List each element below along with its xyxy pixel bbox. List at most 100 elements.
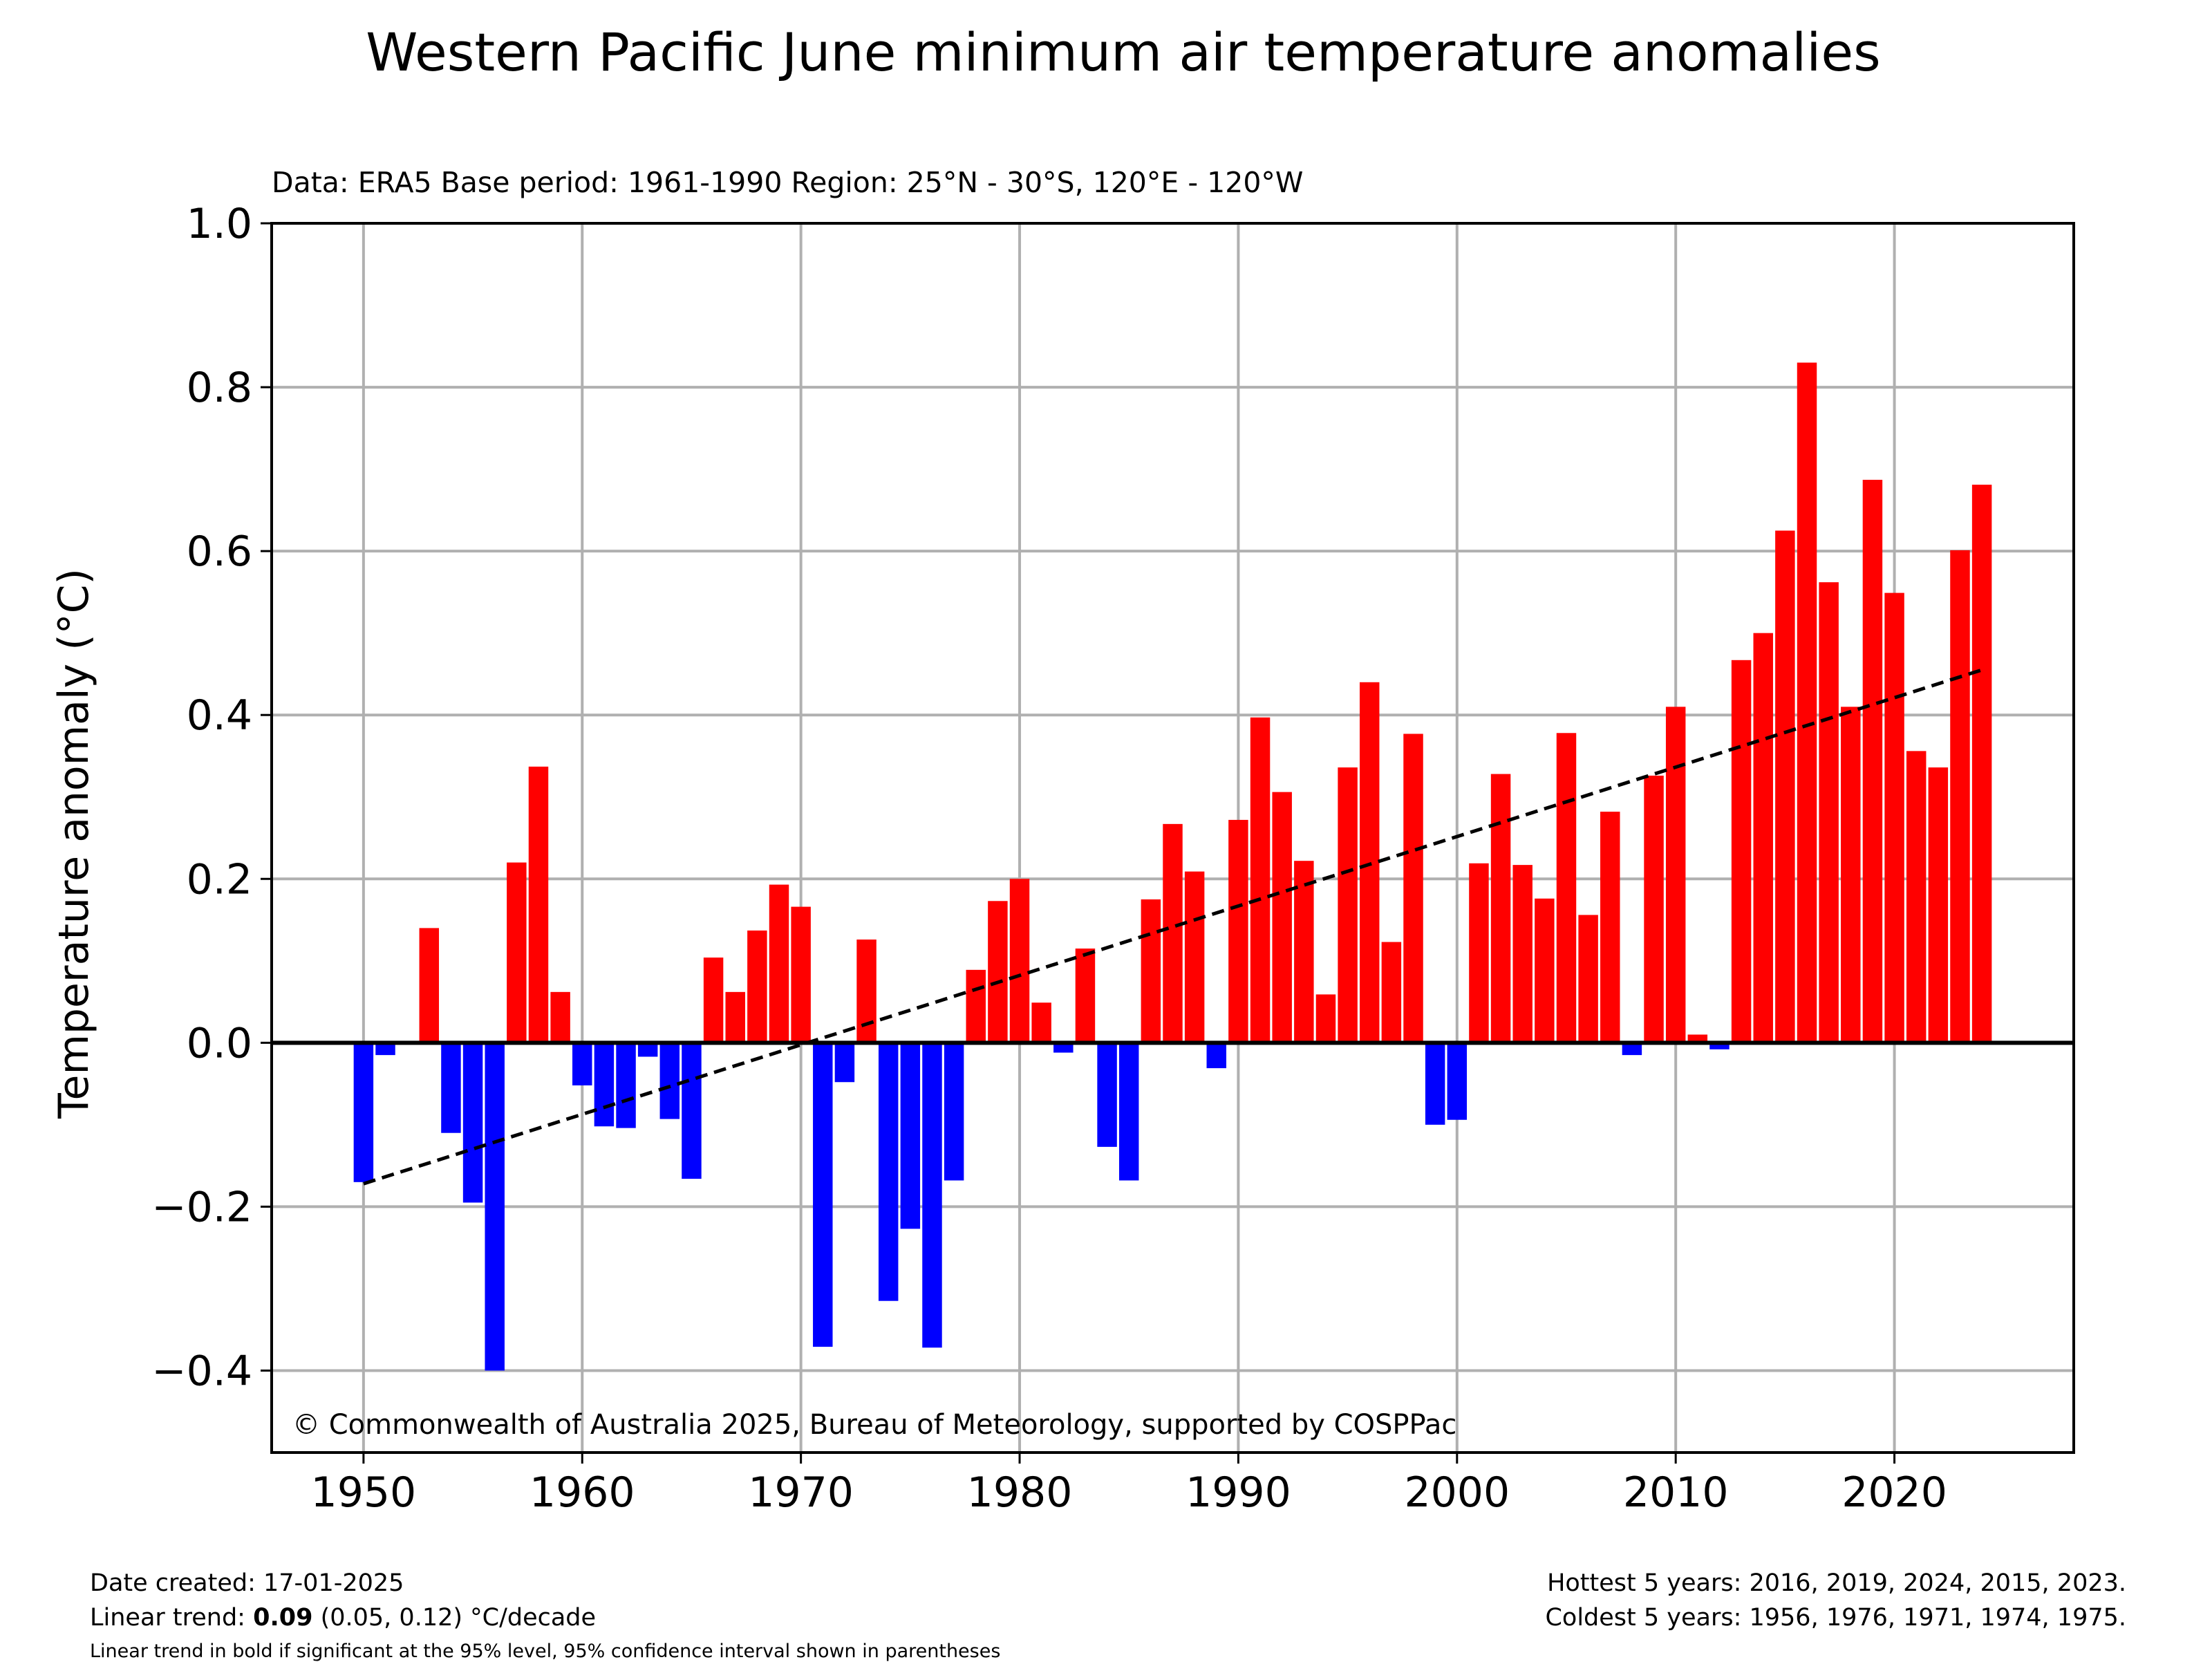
x-tick-label: 1960 bbox=[529, 1468, 635, 1517]
bar-1987 bbox=[1163, 823, 1183, 1043]
bar-1979 bbox=[988, 901, 1008, 1043]
bar-1953 bbox=[419, 928, 440, 1043]
bar-1983 bbox=[1075, 949, 1096, 1043]
bar-2013 bbox=[1731, 660, 1752, 1043]
bar-2008 bbox=[1622, 1043, 1642, 1056]
bar-2004 bbox=[1535, 898, 1555, 1043]
x-tick-label: 2020 bbox=[1841, 1468, 1947, 1517]
bar-1971 bbox=[813, 1043, 833, 1347]
bar-1951 bbox=[375, 1043, 395, 1056]
bar-1954 bbox=[441, 1043, 461, 1133]
bar-1998 bbox=[1403, 734, 1423, 1043]
bar-1989 bbox=[1206, 1043, 1227, 1069]
bar-2014 bbox=[1753, 633, 1773, 1043]
bar-2010 bbox=[1665, 707, 1686, 1043]
linear-trend: Linear trend: 0.09 (0.05, 0.12) °C/decad… bbox=[90, 1600, 596, 1635]
bar-1988 bbox=[1184, 871, 1205, 1043]
bar-2020 bbox=[1884, 592, 1904, 1043]
bar-1962 bbox=[616, 1043, 636, 1128]
bar-2002 bbox=[1490, 774, 1511, 1043]
bar-1977 bbox=[944, 1043, 964, 1181]
bar-2005 bbox=[1556, 733, 1577, 1043]
chart-title: Western Pacific June minimum air tempera… bbox=[366, 21, 1880, 83]
hottest-years-text: Hottest 5 years: 2016, 2019, 2024, 2015,… bbox=[1547, 1569, 2126, 1597]
bar-1965 bbox=[682, 1043, 702, 1179]
bar-1950 bbox=[353, 1043, 374, 1182]
linear-trend-value: 0.09 bbox=[253, 1604, 313, 1632]
bar-1973 bbox=[856, 939, 877, 1043]
bar-1955 bbox=[462, 1043, 483, 1203]
bar-2023 bbox=[1950, 550, 1970, 1043]
y-tick-label: 0.4 bbox=[187, 691, 252, 740]
coldest-years: Coldest 5 years: 1956, 1976, 1971, 1974,… bbox=[1545, 1600, 2126, 1635]
bar-1984 bbox=[1097, 1043, 1117, 1147]
linear-trend-prefix: Linear trend: bbox=[90, 1604, 254, 1632]
date-created-text: Date created: 17-01-2025 bbox=[90, 1569, 404, 1597]
bar-2012 bbox=[1709, 1043, 1730, 1049]
copyright-annotation: © Commonwealth of Australia 2025, Bureau… bbox=[292, 1409, 1456, 1441]
bar-1994 bbox=[1315, 994, 1336, 1043]
bar-1974 bbox=[878, 1043, 899, 1301]
trend-note: Linear trend in bold if significant at t… bbox=[90, 1641, 1000, 1662]
bar-1972 bbox=[834, 1043, 855, 1083]
y-tick-label: −0.2 bbox=[151, 1183, 252, 1231]
y-tick-label: −0.4 bbox=[151, 1347, 252, 1395]
bar-1959 bbox=[550, 991, 570, 1043]
bar-1968 bbox=[747, 930, 767, 1043]
bar-2015 bbox=[1775, 530, 1795, 1043]
x-tick-label: 1970 bbox=[748, 1468, 854, 1517]
y-axis: −0.4 −0.2 0.0 0.2 0.4 0.6 0.8 1.0 bbox=[151, 200, 272, 1395]
x-tick-label: 1980 bbox=[967, 1468, 1073, 1517]
bar-1991 bbox=[1250, 717, 1271, 1043]
plot-frame bbox=[270, 222, 2075, 1454]
y-axis-label: Temperature anomaly (°C) bbox=[50, 568, 98, 1119]
bar-1992 bbox=[1272, 792, 1292, 1043]
y-tick-label: 0.6 bbox=[187, 527, 252, 576]
bar-1963 bbox=[637, 1043, 658, 1057]
bar-1960 bbox=[572, 1043, 592, 1085]
bar-1975 bbox=[900, 1043, 921, 1229]
hottest-years: Hottest 5 years: 2016, 2019, 2024, 2015,… bbox=[1547, 1566, 2126, 1600]
bar-2011 bbox=[1687, 1034, 1708, 1043]
bar-2006 bbox=[1578, 915, 1598, 1043]
bars bbox=[353, 362, 1992, 1371]
bar-1980 bbox=[1009, 879, 1030, 1043]
y-tick-label: 0.8 bbox=[187, 364, 252, 412]
y-tick-label: 0.0 bbox=[187, 1019, 252, 1067]
bar-2001 bbox=[1469, 863, 1489, 1043]
x-tick-label: 1990 bbox=[1185, 1468, 1291, 1517]
bar-2021 bbox=[1906, 751, 1927, 1043]
bar-1997 bbox=[1381, 942, 1402, 1043]
x-tick-label: 2010 bbox=[1623, 1468, 1729, 1517]
x-axis: 1950 1960 1970 1980 1990 2000 2010 2020 bbox=[311, 1453, 1947, 1517]
bar-1970 bbox=[791, 906, 811, 1043]
bar-1969 bbox=[769, 884, 789, 1043]
chart-subtitle: Data: ERA5 Base period: 1961-1990 Region… bbox=[272, 166, 1303, 199]
bar-2003 bbox=[1512, 865, 1533, 1043]
bar-1999 bbox=[1425, 1043, 1445, 1125]
bar-1961 bbox=[594, 1043, 615, 1127]
bar-1985 bbox=[1118, 1043, 1139, 1181]
bar-2000 bbox=[1447, 1043, 1468, 1120]
bar-1982 bbox=[1053, 1043, 1074, 1053]
bar-2018 bbox=[1841, 707, 1861, 1043]
bar-2017 bbox=[1819, 582, 1839, 1043]
date-created: Date created: 17-01-2025 bbox=[90, 1566, 404, 1600]
bar-1967 bbox=[725, 991, 745, 1043]
bar-1957 bbox=[507, 862, 527, 1043]
bar-2022 bbox=[1928, 767, 1949, 1043]
bar-1966 bbox=[703, 958, 724, 1043]
bar-1956 bbox=[485, 1043, 505, 1371]
x-tick-label: 2000 bbox=[1404, 1468, 1510, 1517]
bar-2007 bbox=[1600, 812, 1620, 1043]
bar-1993 bbox=[1294, 861, 1314, 1043]
bar-2024 bbox=[1971, 485, 1992, 1043]
bar-1990 bbox=[1228, 819, 1248, 1043]
y-tick-label: 0.2 bbox=[187, 855, 252, 904]
bar-2019 bbox=[1862, 480, 1883, 1043]
bar-1986 bbox=[1141, 899, 1161, 1043]
x-tick-label: 1950 bbox=[311, 1468, 417, 1517]
bar-1981 bbox=[1031, 1002, 1051, 1043]
bar-1978 bbox=[966, 969, 986, 1043]
